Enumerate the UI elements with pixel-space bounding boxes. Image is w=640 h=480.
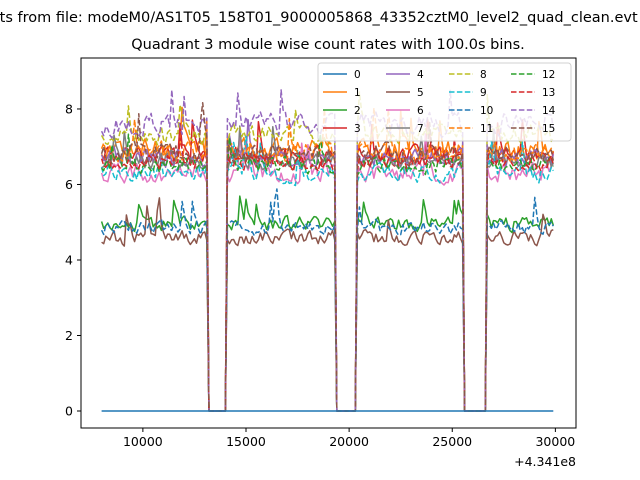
x-tick-label: 15000 bbox=[226, 434, 266, 449]
figure-title: Plots from file: modeM0/AS1T05_158T01_90… bbox=[0, 10, 638, 26]
legend-label: 13 bbox=[542, 87, 555, 99]
y-tick-label: 4 bbox=[65, 252, 73, 267]
legend-label: 6 bbox=[417, 105, 424, 117]
series-layer bbox=[100, 89, 555, 412]
y-tick-label: 2 bbox=[65, 328, 73, 343]
chart-title: Quadrant 3 module wise count rates with … bbox=[131, 37, 525, 53]
x-tick-label: 10000 bbox=[123, 434, 163, 449]
series-line-13 bbox=[100, 137, 555, 412]
x-offset-label: +4.341e8 bbox=[514, 454, 576, 469]
plot-frame bbox=[80, 57, 577, 429]
series-line-9 bbox=[100, 135, 554, 412]
y-tick-label: 6 bbox=[65, 177, 73, 192]
legend-label: 4 bbox=[417, 69, 424, 81]
legend-label: 2 bbox=[354, 105, 361, 117]
legend-label: 8 bbox=[480, 69, 487, 81]
y-tick-label: 8 bbox=[65, 101, 73, 116]
x-tick-label: 30000 bbox=[535, 434, 575, 449]
legend-label: 15 bbox=[542, 123, 555, 135]
legend-label: 5 bbox=[417, 87, 424, 99]
legend-label: 12 bbox=[542, 69, 555, 81]
y-tick-label: 0 bbox=[65, 404, 73, 419]
x-tick-label: 25000 bbox=[432, 434, 472, 449]
legend-label: 14 bbox=[542, 105, 556, 117]
axes: 10000 15000 20000 25000 30000 0 2 4 6 8 bbox=[65, 101, 575, 449]
legend-label: 11 bbox=[480, 123, 493, 135]
legend-frame bbox=[317, 62, 572, 142]
legend-label: 10 bbox=[480, 105, 493, 117]
x-tick-label: 20000 bbox=[329, 434, 369, 449]
legend-label: 1 bbox=[354, 87, 361, 99]
legend-label: 9 bbox=[480, 87, 487, 99]
legend-label: 3 bbox=[354, 123, 361, 135]
legend-label: 0 bbox=[354, 69, 361, 81]
legend-label: 7 bbox=[417, 123, 424, 135]
